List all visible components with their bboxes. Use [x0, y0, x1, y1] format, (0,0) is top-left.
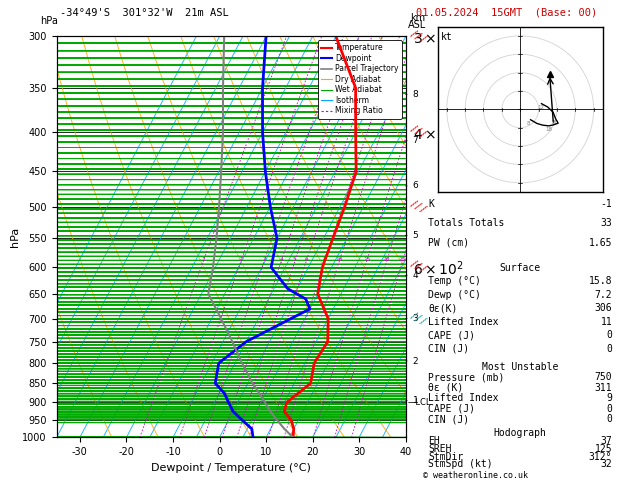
Text: 15: 15: [363, 257, 370, 261]
Text: EH: EH: [428, 436, 440, 446]
Text: Totals Totals: Totals Totals: [428, 218, 504, 228]
Text: 1.65: 1.65: [589, 238, 612, 247]
Text: ///: ///: [408, 310, 428, 328]
Text: ///: ///: [408, 123, 428, 141]
Text: CAPE (J): CAPE (J): [428, 404, 475, 414]
Text: 20: 20: [552, 121, 559, 125]
Text: 32: 32: [601, 459, 612, 469]
Text: 4: 4: [279, 257, 283, 261]
Text: 6: 6: [413, 181, 418, 191]
Text: θε(K): θε(K): [428, 303, 457, 313]
Text: —LCL: —LCL: [407, 398, 431, 407]
Text: 0: 0: [606, 414, 612, 424]
Text: 01.05.2024  15GMT  (Base: 00): 01.05.2024 15GMT (Base: 00): [416, 8, 598, 18]
Text: 1: 1: [413, 396, 418, 405]
Text: 37: 37: [601, 436, 612, 446]
Text: -34°49'S  301°32'W  21m ASL: -34°49'S 301°32'W 21m ASL: [60, 8, 228, 18]
Text: Pressure (mb): Pressure (mb): [428, 372, 504, 382]
Text: 311: 311: [594, 383, 612, 393]
Text: 5: 5: [413, 231, 418, 240]
Text: StmSpd (kt): StmSpd (kt): [428, 459, 493, 469]
Text: ///: ///: [408, 259, 428, 276]
Text: 2: 2: [239, 257, 243, 261]
Text: 9: 9: [606, 393, 612, 403]
Text: Temp (°C): Temp (°C): [428, 277, 481, 286]
Text: 12: 12: [538, 105, 545, 110]
Text: 8: 8: [527, 121, 530, 126]
Text: K: K: [428, 199, 434, 208]
Text: 0: 0: [606, 330, 612, 340]
Text: 306: 306: [594, 303, 612, 313]
Text: ///: ///: [408, 198, 428, 215]
Text: Surface: Surface: [499, 263, 541, 273]
Text: 8: 8: [323, 257, 326, 261]
Text: StmDir: StmDir: [428, 451, 464, 462]
Text: Hodograph: Hodograph: [494, 428, 547, 438]
Text: 0: 0: [606, 404, 612, 414]
Text: θε (K): θε (K): [428, 383, 464, 393]
Text: 33: 33: [601, 218, 612, 228]
Text: 15.8: 15.8: [589, 277, 612, 286]
Text: Lifted Index: Lifted Index: [428, 393, 499, 403]
Text: hPa: hPa: [40, 17, 58, 26]
Text: SREH: SREH: [428, 444, 452, 454]
Text: 25: 25: [399, 257, 406, 261]
Text: 7.2: 7.2: [594, 290, 612, 300]
Text: ///: ///: [408, 28, 428, 45]
Text: km: km: [409, 13, 425, 23]
Text: 750: 750: [594, 372, 612, 382]
Text: CIN (J): CIN (J): [428, 414, 469, 424]
Text: PW (cm): PW (cm): [428, 238, 469, 247]
Text: 7: 7: [413, 136, 418, 145]
X-axis label: Dewpoint / Temperature (°C): Dewpoint / Temperature (°C): [151, 463, 311, 473]
Text: Most Unstable: Most Unstable: [482, 362, 559, 372]
Text: 0: 0: [606, 344, 612, 353]
Text: 11: 11: [601, 317, 612, 327]
Text: 5: 5: [293, 257, 297, 261]
Text: 1: 1: [201, 257, 205, 261]
Text: 2: 2: [413, 357, 418, 365]
Legend: Temperature, Dewpoint, Parcel Trajectory, Dry Adiabat, Wet Adiabat, Isotherm, Mi: Temperature, Dewpoint, Parcel Trajectory…: [318, 40, 402, 119]
Text: kt: kt: [441, 32, 453, 42]
Text: Dewp (°C): Dewp (°C): [428, 290, 481, 300]
Text: 20: 20: [383, 257, 391, 261]
Text: 125: 125: [594, 444, 612, 454]
Text: 8: 8: [413, 90, 418, 99]
Text: -1: -1: [601, 199, 612, 208]
Text: 312°: 312°: [589, 451, 612, 462]
Text: 6: 6: [304, 257, 308, 261]
Text: 18: 18: [545, 127, 552, 132]
Text: 10: 10: [335, 257, 343, 261]
Text: Lifted Index: Lifted Index: [428, 317, 499, 327]
Text: 4: 4: [413, 271, 418, 280]
Text: CIN (J): CIN (J): [428, 344, 469, 353]
Text: ASL: ASL: [408, 20, 426, 30]
Text: 3: 3: [262, 257, 266, 261]
Text: 3: 3: [413, 314, 418, 323]
Y-axis label: hPa: hPa: [9, 227, 19, 247]
Text: CAPE (J): CAPE (J): [428, 330, 475, 340]
Text: © weatheronline.co.uk: © weatheronline.co.uk: [423, 471, 528, 480]
